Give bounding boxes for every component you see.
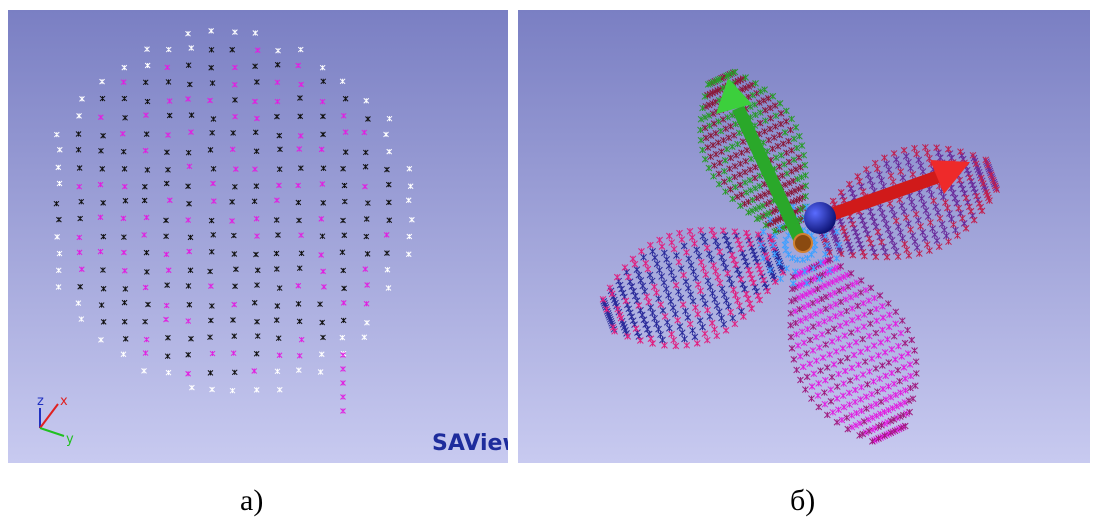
axis-label: x bbox=[60, 394, 68, 409]
axis-label: z bbox=[37, 394, 44, 409]
caption: а) bbox=[240, 484, 263, 517]
viewer-right bbox=[518, 10, 1090, 463]
watermark: SAView bbox=[432, 431, 523, 456]
axis-label: y bbox=[66, 432, 74, 447]
viewer-left: z x y SAView bbox=[8, 10, 523, 463]
caption: б) bbox=[790, 484, 815, 517]
figure: z x y SAView а) б) bbox=[0, 0, 1093, 525]
